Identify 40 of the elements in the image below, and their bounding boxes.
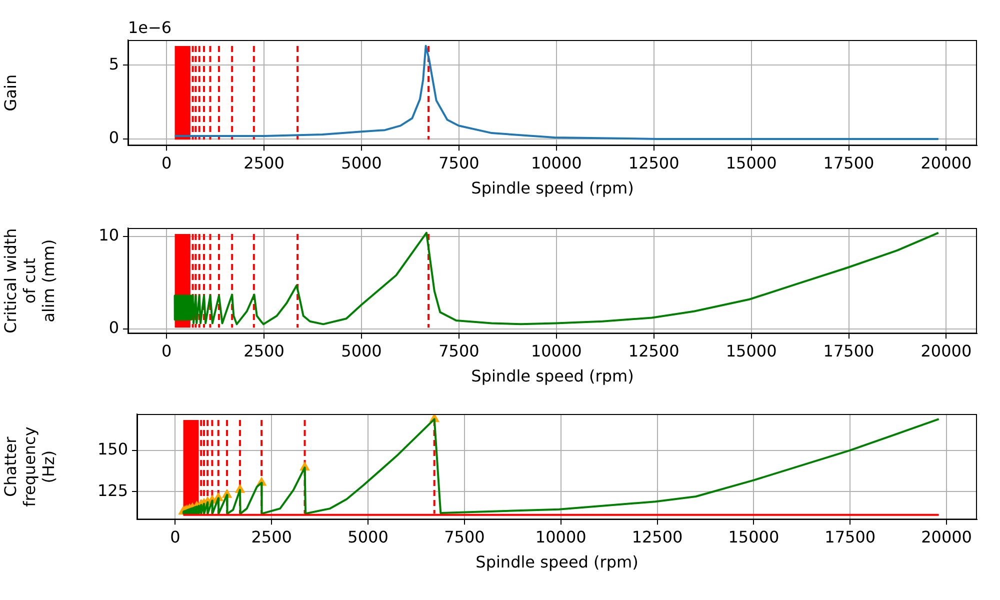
x-tick-label: 7500 bbox=[438, 341, 480, 360]
x-tick-label: 7500 bbox=[444, 527, 485, 546]
x-tick-label: 20000 bbox=[921, 527, 972, 546]
x-tick-label: 10000 bbox=[530, 153, 582, 172]
x-tick-label: 0 bbox=[161, 153, 172, 172]
text: 1e−6 bbox=[128, 18, 172, 38]
x-tick-label: 0 bbox=[170, 527, 180, 546]
x-axis-title: Spindle speed (rpm) bbox=[471, 178, 634, 198]
x-tick-label: 5000 bbox=[341, 153, 382, 172]
x-tick-label: 5000 bbox=[341, 341, 382, 360]
x-tick-label: 2500 bbox=[251, 527, 292, 546]
x-tick-label: 20000 bbox=[920, 341, 972, 360]
x-tick-label: 0 bbox=[161, 341, 172, 360]
x-tick-label: 10000 bbox=[530, 341, 582, 360]
y-axis-title: Critical width of cut alim (mm) bbox=[0, 228, 58, 334]
x-tick-label: 20000 bbox=[920, 153, 972, 172]
x-tick-label: 7500 bbox=[438, 153, 480, 172]
x-tick-label: 12500 bbox=[632, 527, 683, 546]
y-axis-title: Gain bbox=[0, 74, 20, 112]
x-axis-title: Spindle speed (rpm) bbox=[471, 366, 634, 386]
y-tick-label: 125 bbox=[97, 480, 128, 500]
x-tick-label: 17500 bbox=[823, 341, 874, 360]
x-tick-label: 2500 bbox=[244, 153, 284, 172]
x-tick-label: 10000 bbox=[535, 527, 586, 546]
x-tick-label: 15000 bbox=[728, 527, 780, 546]
x-tick-label: 5000 bbox=[348, 527, 388, 546]
y-tick-label: 0 bbox=[108, 128, 119, 148]
y-tick-label: 0 bbox=[108, 318, 119, 337]
y-tick-label: 150 bbox=[97, 440, 128, 459]
x-tick-label: 2500 bbox=[244, 341, 284, 360]
x-tick-label: 17500 bbox=[823, 153, 874, 172]
x-tick-label: 12500 bbox=[628, 153, 680, 172]
x-tick-label: 15000 bbox=[726, 341, 777, 360]
x-tick-label: 12500 bbox=[628, 341, 680, 360]
x-axis-title: Spindle speed (rpm) bbox=[476, 552, 638, 572]
x-tick-label: 17500 bbox=[824, 527, 876, 546]
y-tick-label: 5 bbox=[108, 54, 119, 74]
y-tick-label: 10 bbox=[98, 226, 119, 245]
y-axis-title: Chatter frequency (Hz) bbox=[0, 426, 58, 507]
x-tick-label: 15000 bbox=[726, 153, 777, 172]
